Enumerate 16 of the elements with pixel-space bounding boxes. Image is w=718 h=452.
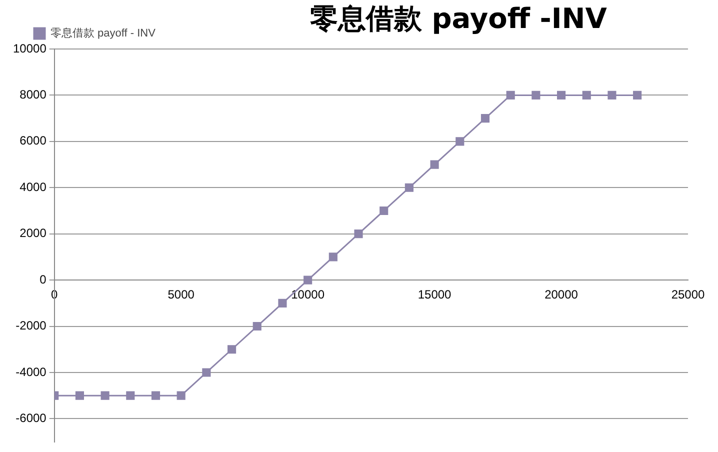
x-tick-label: 20000 [544, 288, 578, 302]
x-tick-label: 10000 [291, 288, 325, 302]
y-tick-label: 2000 [20, 226, 47, 240]
legend-label: 零息借款 payoff - INV [50, 26, 156, 40]
x-tick-label: 5000 [168, 288, 195, 302]
x-tick-label: 15000 [418, 288, 452, 302]
y-tick-label: 6000 [20, 134, 47, 148]
y-tick-label: 10000 [12, 41, 47, 56]
y-tick-label: -4000 [16, 364, 47, 379]
chart-title: 零息借款 payoff -INV [310, 1, 607, 37]
y-tick-label: 4000 [20, 180, 47, 194]
y-tick-label: 0 [40, 272, 47, 286]
y-tick-label: -2000 [16, 318, 47, 333]
y-tick-label: -6000 [16, 411, 47, 426]
x-tick-label: 25000 [671, 288, 706, 302]
y-tick-label: 8000 [20, 88, 47, 102]
